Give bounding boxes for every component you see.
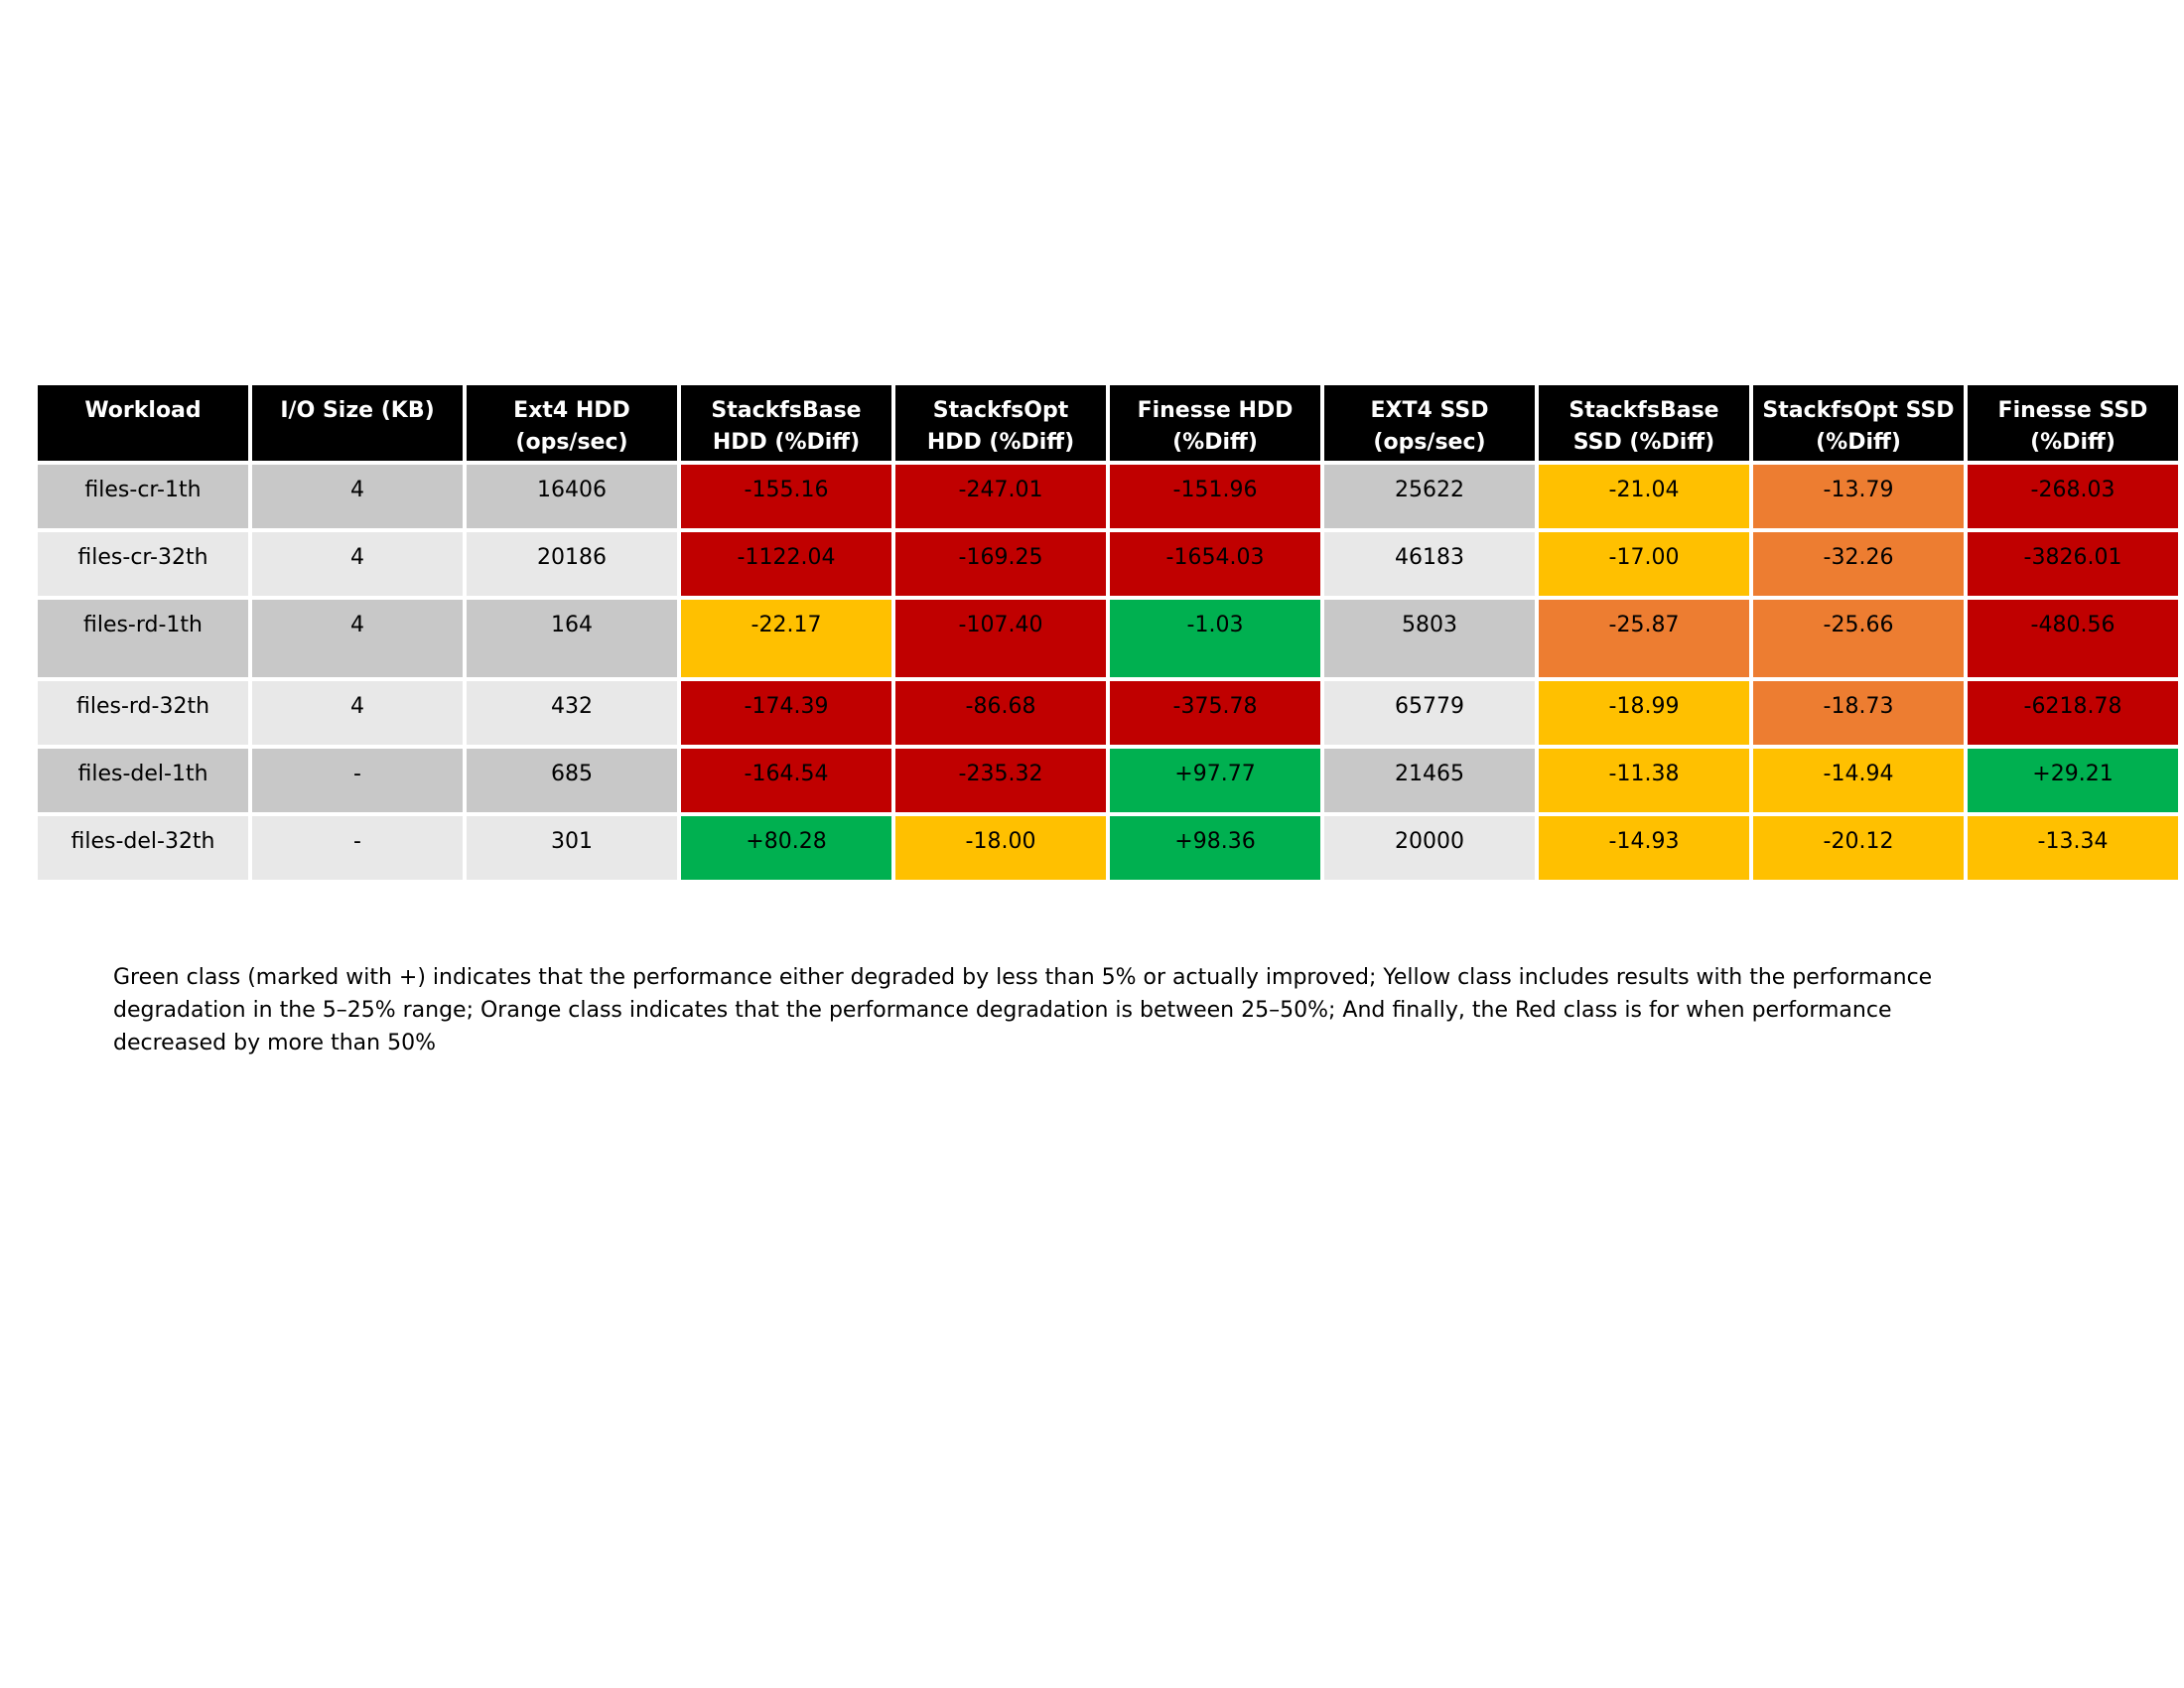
table-cell-red: -174.39 bbox=[681, 681, 891, 745]
header-io-size: I/O Size (KB) bbox=[252, 385, 463, 461]
header-stackfsopt-hdd: StackfsOpt HDD (%Diff) bbox=[895, 385, 1106, 461]
table-cell: files-rd-32th bbox=[38, 681, 248, 745]
table-cell-green: +29.21 bbox=[1968, 749, 2178, 812]
table-row: files-cr-1th 4 16406 -155.16 -247.01 -151.96 2… bbox=[38, 465, 2178, 528]
table-cell: files-del-1th bbox=[38, 749, 248, 812]
table-cell-red: -235.32 bbox=[895, 749, 1106, 812]
performance-table: Workload I/O Size (KB) Ext4 HDD (ops/sec)… bbox=[34, 381, 2182, 884]
table-cell-red: -1654.03 bbox=[1110, 532, 1320, 596]
legend-caption: Green class (marked with +) indicates th… bbox=[113, 965, 1933, 1055]
table-cell-red: -1122.04 bbox=[681, 532, 891, 596]
table-cell: - bbox=[252, 816, 463, 880]
table-cell-orange: -13.79 bbox=[1753, 465, 1964, 528]
table-cell: 4 bbox=[252, 600, 463, 677]
table-cell: 20186 bbox=[467, 532, 677, 596]
table-cell-yellow: -21.04 bbox=[1539, 465, 1749, 528]
header-stackfsopt-ssd: StackfsOpt SSD (%Diff) bbox=[1753, 385, 1964, 461]
header-row: Workload I/O Size (KB) Ext4 HDD (ops/sec)… bbox=[38, 385, 2178, 461]
table-row: files-del-1th -685 -164.54 -235.32 +97.77 214… bbox=[38, 749, 2178, 812]
table-cell-green: +98.36 bbox=[1110, 816, 1320, 880]
header-line: EXT4 SSD bbox=[1370, 398, 1489, 423]
header-line: (%Diff) bbox=[1172, 430, 1258, 455]
table-cell: files-del-32th bbox=[38, 816, 248, 880]
header-line: StackfsBase bbox=[711, 398, 862, 423]
header-line: Finesse HDD bbox=[1137, 398, 1294, 423]
table-cell-yellow: -20.12 bbox=[1753, 816, 1964, 880]
table-cell: files-cr-1th bbox=[38, 465, 248, 528]
table-cell-yellow: -11.38 bbox=[1539, 749, 1749, 812]
table-cell: 301 bbox=[467, 816, 677, 880]
table-cell-green: -1.03 bbox=[1110, 600, 1320, 677]
table-cell-yellow: -17.00 bbox=[1539, 532, 1749, 596]
header-line: Workload bbox=[84, 398, 202, 423]
table-cell-red: -247.01 bbox=[895, 465, 1106, 528]
table-header: Workload I/O Size (KB) Ext4 HDD (ops/sec)… bbox=[38, 385, 2178, 461]
table-cell-red: -164.54 bbox=[681, 749, 891, 812]
table-cell-yellow: -14.94 bbox=[1753, 749, 1964, 812]
table-cell: 46183 bbox=[1324, 532, 1535, 596]
table-cell-yellow: -18.00 bbox=[895, 816, 1106, 880]
table-cell: files-cr-32th bbox=[38, 532, 248, 596]
table-cell: 4 bbox=[252, 465, 463, 528]
header-ext4-hdd: Ext4 HDD (ops/sec) bbox=[467, 385, 677, 461]
table-row: files-rd-32th 4 432 -174.39 -86.68 -375.78 657… bbox=[38, 681, 2178, 745]
table-cell-red: -3826.01 bbox=[1968, 532, 2178, 596]
table-cell-red: -268.03 bbox=[1968, 465, 2178, 528]
header-stackfsbase-ssd: StackfsBase SSD (%Diff) bbox=[1539, 385, 1749, 461]
table-cell-red: -155.16 bbox=[681, 465, 891, 528]
table-cell: 164 bbox=[467, 600, 677, 677]
header-line: (%Diff) bbox=[1816, 430, 1901, 455]
table-cell: 5803 bbox=[1324, 600, 1535, 677]
table-cell-red: -107.40 bbox=[895, 600, 1106, 677]
header-workload: Workload bbox=[38, 385, 248, 461]
table-cell-red: -480.56 bbox=[1968, 600, 2178, 677]
table-cell-red: -86.68 bbox=[895, 681, 1106, 745]
header-line: StackfsOpt SSD bbox=[1762, 398, 1955, 423]
table-cell-orange: -32.26 bbox=[1753, 532, 1964, 596]
table-cell: files-rd-1th bbox=[38, 600, 248, 677]
table-cell: 4 bbox=[252, 532, 463, 596]
table-cell-yellow: -22.17 bbox=[681, 600, 891, 677]
table-cell: 65779 bbox=[1324, 681, 1535, 745]
header-stackfsbase-hdd: StackfsBase HDD (%Diff) bbox=[681, 385, 891, 461]
table-cell-red: -6218.78 bbox=[1968, 681, 2178, 745]
table-cell-yellow: -13.34 bbox=[1968, 816, 2178, 880]
table-cell-green: +97.77 bbox=[1110, 749, 1320, 812]
header-line: I/O Size (KB) bbox=[280, 398, 435, 423]
table-cell-red: -169.25 bbox=[895, 532, 1106, 596]
header-ext4-ssd: EXT4 SSD (ops/sec) bbox=[1324, 385, 1535, 461]
header-line: HDD (%Diff) bbox=[712, 430, 861, 455]
table-cell-red: -151.96 bbox=[1110, 465, 1320, 528]
table-cell: 16406 bbox=[467, 465, 677, 528]
table-cell-yellow: -14.93 bbox=[1539, 816, 1749, 880]
table-row: files-rd-1th 4 164 -22.17 -107.40 -1.03 5803 -2… bbox=[38, 600, 2178, 677]
table-cell: 4 bbox=[252, 681, 463, 745]
header-finesse-ssd: Finesse SSD (%Diff) bbox=[1968, 385, 2178, 461]
table-row: files-cr-32th 4 20186 -1122.04 -169.25 -1654.… bbox=[38, 532, 2178, 596]
table-cell-orange: -25.66 bbox=[1753, 600, 1964, 677]
header-line: Finesse SSD bbox=[1997, 398, 2148, 423]
header-finesse-hdd: Finesse HDD (%Diff) bbox=[1110, 385, 1320, 461]
table-cell: 685 bbox=[467, 749, 677, 812]
header-line: (ops/sec) bbox=[515, 430, 628, 455]
header-line: (ops/sec) bbox=[1373, 430, 1486, 455]
table-cell: 20000 bbox=[1324, 816, 1535, 880]
header-line: HDD (%Diff) bbox=[926, 430, 1075, 455]
header-line: SSD (%Diff) bbox=[1572, 430, 1715, 455]
table-cell-green: +80.28 bbox=[681, 816, 891, 880]
table-cell-orange: -25.87 bbox=[1539, 600, 1749, 677]
table-cell-yellow: -18.99 bbox=[1539, 681, 1749, 745]
table-body: files-cr-1th 4 16406 -155.16 -247.01 -151.96 2… bbox=[38, 465, 2178, 880]
table-cell: 21465 bbox=[1324, 749, 1535, 812]
header-line: Ext4 HDD bbox=[513, 398, 630, 423]
table-cell-orange: -18.73 bbox=[1753, 681, 1964, 745]
table-cell: 432 bbox=[467, 681, 677, 745]
table-cell: - bbox=[252, 749, 463, 812]
header-line: StackfsOpt bbox=[932, 398, 1069, 423]
header-line: StackfsBase bbox=[1569, 398, 1719, 423]
table-cell: 25622 bbox=[1324, 465, 1535, 528]
header-line: (%Diff) bbox=[2030, 430, 2116, 455]
table-cell-red: -375.78 bbox=[1110, 681, 1320, 745]
table-row: files-del-32th -301 +80.28 -18.00 +98.36 2000… bbox=[38, 816, 2178, 880]
